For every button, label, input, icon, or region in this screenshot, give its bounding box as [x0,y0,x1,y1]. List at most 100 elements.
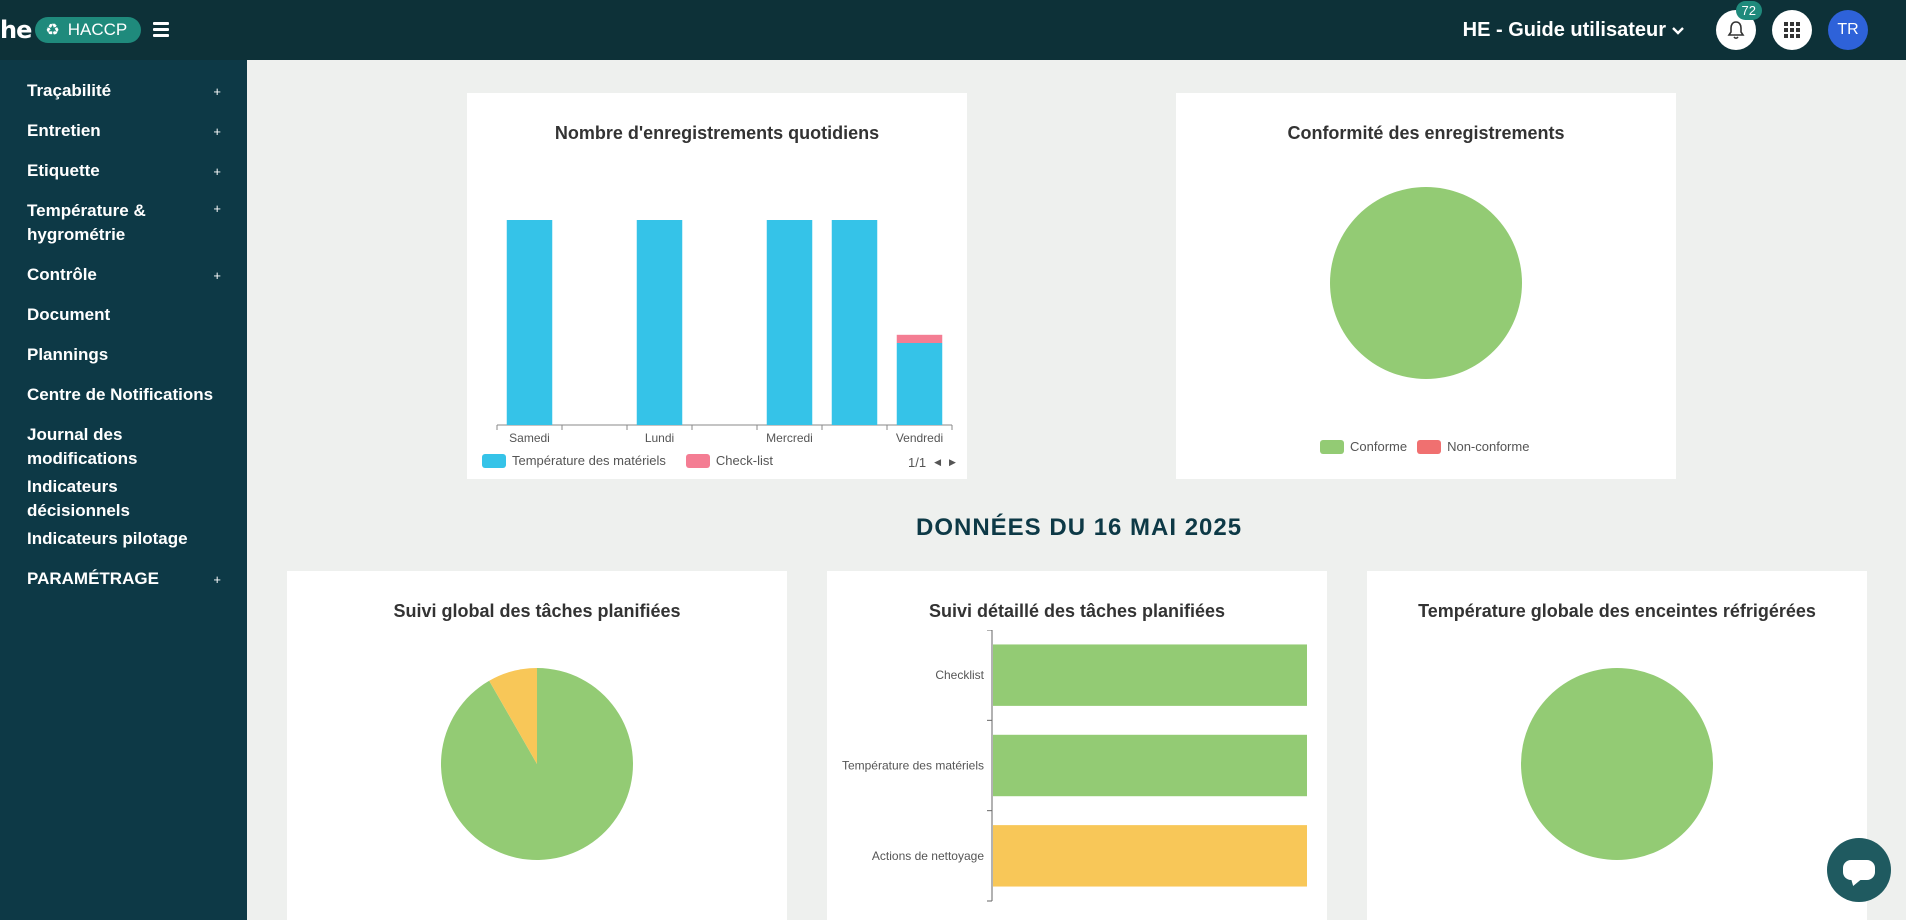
legend-swatch [685,453,710,468]
chart-title: Suivi détaillé des tâches planifiées [928,601,1226,621]
bar-0-4 [766,220,813,425]
y-tick-label: Checklist [935,668,984,682]
plus-icon: + [213,267,221,283]
sidebar-item-journal[interactable]: Journal des modifications [0,415,247,479]
project-selector[interactable]: HE - Guide utilisateur [1463,19,1684,42]
x-tick-label: Mercredi [766,431,813,445]
bar-1-6 [896,334,943,343]
sidebar: Traçabilité + Entretien + Etiquette + Te… [0,60,247,920]
legend-pager: 1/1 ◀ ▶ [908,455,956,470]
daily-records-chart: Samedi Lundi Mercredi Vendredi [496,220,953,445]
sidebar-item-entretien[interactable]: Entretien + [0,111,247,151]
pager-label: 1/1 [908,455,927,470]
sidebar-item-label: PARAMÉTRAGE [27,569,159,588]
top-right-controls: HE - Guide utilisateur 72 TR [1463,0,1868,60]
sidebar-item-label: Entretien [27,121,101,140]
bar-0-2 [636,220,683,425]
legend-swatch [1417,439,1442,454]
sidebar-item-notifications[interactable]: Centre de Notifications [0,375,247,415]
legend-item-non-conforme[interactable]: Non-conforme [1417,439,1529,454]
plus-icon: + [213,83,221,99]
chat-button[interactable] [1827,838,1891,902]
caret-right-icon[interactable]: ▶ [949,457,956,467]
x-tick-label: Lundi [645,431,674,445]
pie-slice-0 [1330,187,1522,379]
top-bar: he ♻ HACCP HE - Guide utilisateur 72 [0,0,1906,60]
sidebar-item-indicateurs-pilotage[interactable]: Indicateurs pilotage [0,519,247,559]
caret-left-icon[interactable]: ◀ [934,457,941,467]
sidebar-item-label: Document [27,305,111,324]
legend-label: Non-conforme [1447,439,1530,454]
section-heading: DONNÉES DU 16 MAI 2025 [916,514,1243,541]
legend-swatch [482,453,506,468]
apps-button[interactable] [1772,10,1812,50]
plus-icon: + [213,123,221,139]
daily-records-card: Nombre d'enregistrements quotidiens Same… [467,93,967,479]
sidebar-item-tracabilite[interactable]: Traçabilité + [0,71,247,111]
pie-slice-0 [1521,668,1713,860]
legend-item-temperature[interactable]: Température des matériels [482,453,666,468]
legend-label: Température des matériels [512,453,666,468]
y-tick-label: Température des matériels [842,759,984,773]
conformity-card: Conformité des enregistrements Conforme … [1176,93,1676,479]
brand-name: HACCP [67,20,128,39]
global-tasks-card: Suivi global des tâches planifiées [287,571,787,920]
legend-item-conforme[interactable]: Conforme [1320,439,1407,454]
chat-bubble-icon [1843,860,1875,880]
chart-title: Suivi global des tâches planifiées [393,601,681,621]
brand-pill: ♻ HACCP [35,17,142,43]
sidebar-item-document[interactable]: Document [0,295,247,335]
sidebar-item-etiquette[interactable]: Etiquette + [0,151,247,191]
x-tick-label: Vendredi [896,431,943,445]
brand-logo[interactable]: he ♻ HACCP [0,0,142,60]
detailed-tasks-card: Suivi détaillé des tâches planifiées Che… [827,571,1327,920]
legend-label: Conforme [1350,439,1408,454]
chart-title: Température globale des enceintes réfrig… [1418,601,1816,621]
chart-legend: Température des matériels Check-list [482,453,773,468]
sidebar-item-label: Indicateurs pilotage [27,529,188,548]
global-tasks-pie-chart [441,668,633,860]
legend-swatch [1320,439,1344,454]
bell-icon [1727,21,1745,40]
brand-prefix: he [0,16,32,44]
sidebar-item-label: Traçabilité [27,81,112,100]
bar-0-5 [831,220,878,425]
bar-0-0 [506,220,553,425]
sidebar-item-temperature[interactable]: Température & hygrométrie + [0,191,247,255]
sidebar-item-controle[interactable]: Contrôle + [0,255,247,295]
plus-icon: + [213,163,221,179]
y-tick-label: Actions de nettoyage [872,849,984,863]
sidebar-item-indicateurs-decisionnels[interactable]: Indicateurs décisionnels [0,477,247,520]
leaf-recycle-icon: ♻ [45,22,60,39]
sidebar-item-parametrage[interactable]: PARAMÉTRAGE + [0,559,247,599]
notifications-count-badge: 72 [1735,1,1762,20]
user-avatar[interactable]: TR [1828,10,1868,50]
plus-icon: + [213,571,221,587]
hamburger-menu-icon[interactable] [153,22,171,38]
bar-0-6 [896,343,943,425]
bar-1 [993,734,1307,797]
legend-item-checklist[interactable]: Check-list [685,453,773,468]
detailed-tasks-bar-chart: Checklist Température des matériels Action… [842,630,1307,902]
plus-icon: + [213,201,221,216]
conformity-pie-chart [1330,187,1522,379]
chart-title: Conformité des enregistrements [1287,123,1565,143]
chart-legend: Conforme Non-conforme [1320,439,1529,454]
sidebar-item-label: Indicateurs décisionnels [27,477,130,520]
sidebar-item-label: Journal des modifications [27,425,138,468]
sidebar-item-label: Etiquette [27,161,100,180]
bar-2 [993,825,1307,887]
sidebar-item-label: Contrôle [27,265,97,284]
grid-apps-icon [1784,22,1800,38]
notifications-button[interactable]: 72 [1716,1,1762,50]
sidebar-item-label: Centre de Notifications [27,385,214,404]
cold-rooms-pie-chart [1521,668,1713,860]
chart-title: Nombre d'enregistrements quotidiens [554,123,880,143]
pie-slice-1 [489,668,537,764]
project-label: HE - Guide utilisateur [1462,18,1666,41]
chevron-down-icon [1672,22,1684,38]
cold-rooms-card: Température globale des enceintes réfrig… [1367,571,1867,920]
bar-0 [993,644,1307,706]
sidebar-item-label: Plannings [27,345,109,364]
sidebar-item-plannings[interactable]: Plannings [0,335,247,375]
